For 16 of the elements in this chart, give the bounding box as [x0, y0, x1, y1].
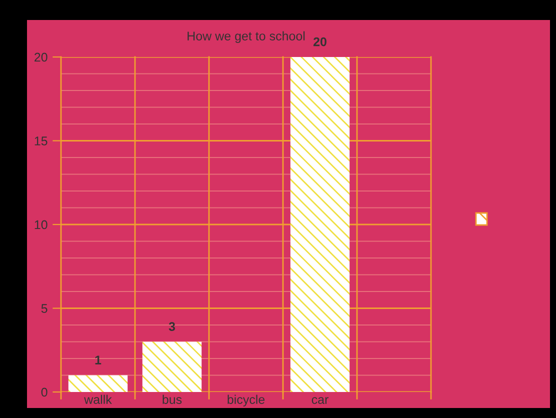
- x-tick-label: bus: [162, 394, 182, 404]
- y-tick-label: 0: [41, 388, 48, 397]
- y-tick-label: 15: [34, 136, 48, 146]
- bar: [290, 57, 350, 392]
- bar: [142, 342, 202, 392]
- chart-title: How we get to school: [188, 31, 305, 43]
- y-tick-label: 20: [34, 52, 48, 62]
- x-tick-label: wallk: [84, 394, 112, 404]
- y-tick-label: 10: [34, 220, 48, 230]
- data-label: 1: [95, 356, 102, 364]
- data-label: 3: [168, 322, 176, 331]
- y-tick-label: 5: [41, 304, 48, 313]
- bar: [68, 375, 128, 392]
- x-tick-label: car: [312, 397, 328, 404]
- data-label: 20: [313, 37, 326, 46]
- x-tick-label: bicycle: [228, 394, 265, 406]
